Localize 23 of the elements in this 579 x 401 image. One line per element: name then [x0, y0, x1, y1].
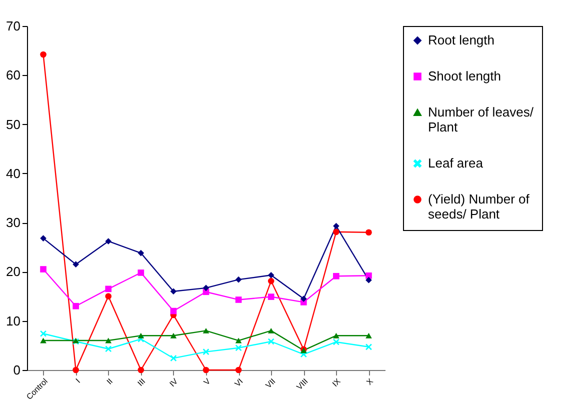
y-tick-label: 60	[6, 68, 20, 83]
legend-label: Root length	[428, 32, 494, 48]
x-tick-label: II	[105, 376, 115, 386]
x-tick-label: IV	[168, 376, 180, 389]
x-tick-label: VI	[232, 376, 245, 389]
x-tick-label: IX	[330, 376, 343, 389]
legend-label: Leaf area	[428, 156, 484, 170]
y-tick-label: 50	[6, 116, 20, 132]
x-tick-label: V	[202, 376, 213, 387]
y-tick-label: 0	[13, 362, 20, 378]
x-tick-label: VII	[264, 376, 278, 390]
y-tick-label: 70	[6, 18, 20, 34]
legend-label: Shoot length	[428, 68, 502, 84]
x-tick-label: VIII	[294, 376, 310, 392]
x-tick-label: I	[74, 376, 82, 385]
legend-label: Number of leaves/ Plant	[428, 104, 534, 134]
y-tick-label: 10	[6, 313, 20, 328]
y-tick-label: 40	[6, 166, 20, 181]
x-tick-label: X	[364, 376, 376, 387]
y-tick-label: 20	[6, 264, 20, 280]
x-tick-label: III	[136, 376, 148, 388]
y-tick-label: 30	[6, 215, 20, 230]
legend-label: (Yield) Number of seeds/ Plant	[428, 192, 530, 222]
